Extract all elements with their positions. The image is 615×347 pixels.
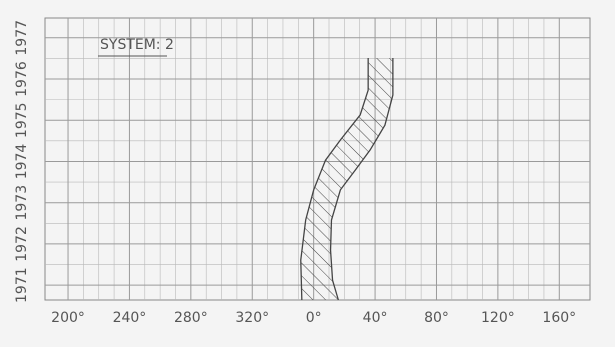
band-edge xyxy=(300,57,369,301)
x-tick-label: 280° xyxy=(174,310,208,326)
x-tick-label: 120° xyxy=(481,310,515,326)
y-tick-label: 1972 xyxy=(14,226,30,262)
y-tick-label: 1973 xyxy=(14,185,30,221)
x-tick-label: 40° xyxy=(363,310,388,326)
hatched-band xyxy=(300,57,393,300)
y-tick-label: 1977 xyxy=(14,20,30,56)
y-tick-label: 1974 xyxy=(14,144,30,180)
x-tick-label: 80° xyxy=(424,310,449,326)
x-tick-label: 0° xyxy=(306,310,322,326)
y-tick-label: 1971 xyxy=(14,267,30,303)
x-tick-label: 200° xyxy=(51,310,85,326)
chart-title: SYSTEM: 2 xyxy=(100,37,174,53)
x-tick-label: 160° xyxy=(542,310,576,326)
x-tick-label: 240° xyxy=(113,310,147,326)
x-tick-label: 320° xyxy=(235,310,269,326)
band-edge xyxy=(329,57,394,301)
y-tick-label: 1976 xyxy=(14,61,30,97)
y-tick-label: 1975 xyxy=(14,102,30,138)
